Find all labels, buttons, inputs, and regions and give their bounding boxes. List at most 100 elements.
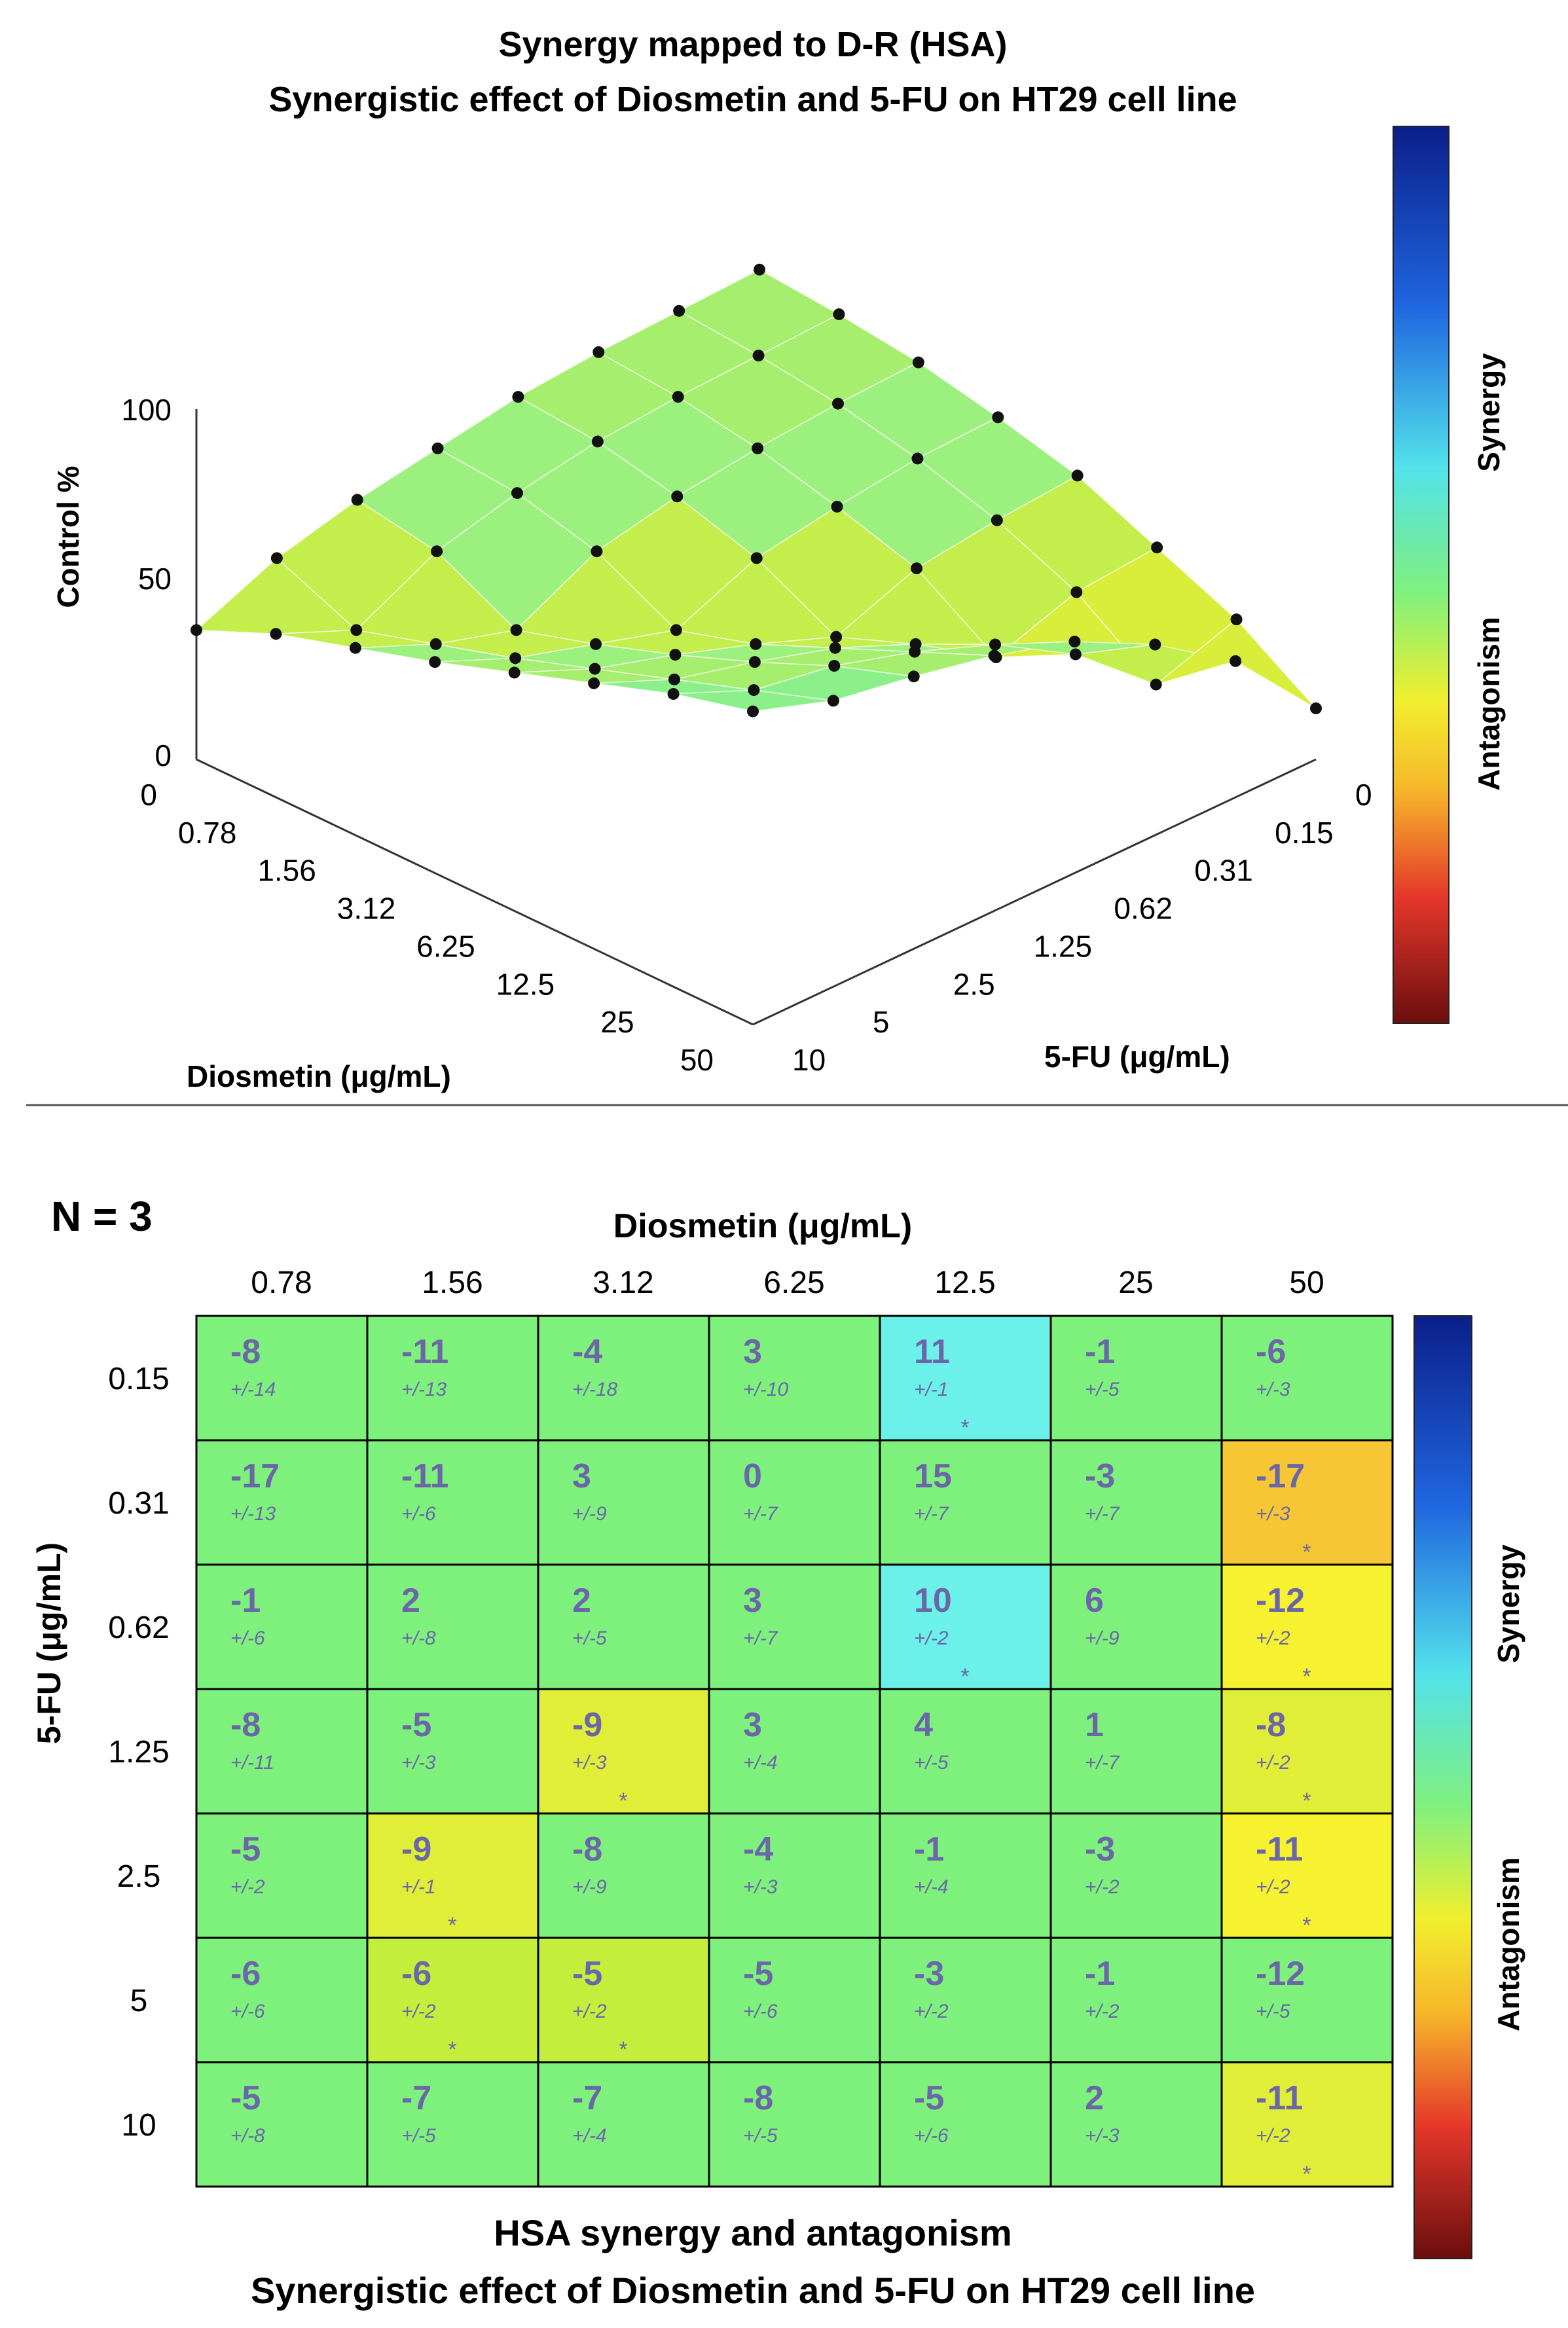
z-tick-100: 100 xyxy=(121,393,172,427)
surface-x-axis-label: Diosmetin (μg/mL) xyxy=(187,1059,451,1093)
surface-y-tick: 0.15 xyxy=(1275,816,1334,850)
heatmap-cell-value: -3 xyxy=(1085,1457,1115,1495)
surface-colorbar-synergy-label: Synergy xyxy=(1472,353,1506,472)
surface-colorbar xyxy=(1393,126,1449,1024)
surface-data-point xyxy=(511,487,523,500)
heatmap-cell-value: -11 xyxy=(1256,1830,1303,1868)
heatmap-cell-value: -1 xyxy=(230,1582,261,1620)
surface-data-point xyxy=(989,638,1001,651)
surface-data-point xyxy=(669,649,682,661)
heatmap-cell-error: +/-13 xyxy=(230,1503,276,1525)
heatmap-colorbar-antagonism-label: Antagonism xyxy=(1491,1857,1525,2031)
heatmap-cell-value: 0 xyxy=(743,1457,762,1495)
heatmap-y-tick: 0.15 xyxy=(108,1362,169,1396)
surface-data-point xyxy=(988,649,1000,662)
heatmap-cell-value: 3 xyxy=(743,1706,762,1744)
heatmap-colorbar xyxy=(1413,1315,1472,2259)
heatmap-cell-value: -12 xyxy=(1256,1955,1305,1993)
heatmap-cell xyxy=(1220,1439,1394,1566)
surface-data-point xyxy=(832,397,844,410)
heatmap-cell-error: +/-2 xyxy=(230,1876,265,1898)
heatmap-cell xyxy=(195,1315,369,1442)
heatmap-cell xyxy=(366,2061,539,2188)
heatmap-cell-value: -8 xyxy=(230,1333,261,1371)
heatmap-cell xyxy=(1220,1688,1394,1815)
heatmap-cell xyxy=(879,2061,1052,2188)
heatmap-cell-value: 3 xyxy=(572,1457,591,1495)
surface-y-axis-label: 5-FU (μg/mL) xyxy=(1044,1040,1230,1074)
surface-y-tick: 5 xyxy=(873,1005,890,1039)
surface-data-point xyxy=(589,663,601,675)
surface-data-point xyxy=(512,391,524,403)
heatmap-cell-error: +/-2 xyxy=(1256,1752,1290,1773)
surface-data-point xyxy=(673,304,685,317)
heatmap-cell-value: -6 xyxy=(1256,1333,1286,1371)
heatmap-cell-value: 6 xyxy=(1085,1582,1104,1620)
surface-data-point xyxy=(1230,613,1243,626)
heatmap-cell xyxy=(1220,1937,1394,2064)
heatmap-cell-error: +/-2 xyxy=(1085,1876,1120,1898)
heatmap-cell-value: -8 xyxy=(1256,1706,1286,1744)
heatmap-cell xyxy=(366,1688,539,1815)
surface-subtitle: Synergistic effect of Diosmetin and 5-FU… xyxy=(268,80,1237,119)
surface-y-tick: 2.5 xyxy=(953,967,995,1001)
z-tick-50: 50 xyxy=(138,562,172,596)
surface-data-point xyxy=(590,638,602,650)
heatmap-cell-error: +/-3 xyxy=(1256,1503,1290,1525)
heatmap-cell-value: -5 xyxy=(572,1955,602,1993)
significance-marker: * xyxy=(1302,2162,1311,2187)
significance-marker: * xyxy=(619,2037,627,2062)
heatmap-cell-value: 2 xyxy=(1085,2079,1104,2117)
heatmap-cell-value: -12 xyxy=(1256,1582,1305,1620)
heatmap-cell-error: +/-7 xyxy=(914,1503,949,1525)
heatmap-cell-error: +/-1 xyxy=(914,1379,949,1400)
heatmap-cell-error: +/-2 xyxy=(401,2001,436,2022)
heatmap-chart: N = 3 Diosmetin (μg/mL) 0.78 1.56 3.12 6.25… xyxy=(31,1193,1525,2311)
surface-data-point xyxy=(909,646,921,658)
surface-data-point xyxy=(829,642,841,654)
heatmap-cell-value: 11 xyxy=(914,1333,950,1371)
heatmap-cell-value: -6 xyxy=(401,1955,431,1993)
surface-x-tick: 0.78 xyxy=(178,816,237,850)
heatmap-cell-error: +/-5 xyxy=(1085,1379,1120,1400)
heatmap-cell-value: -11 xyxy=(1256,2079,1303,2117)
surface-data-point xyxy=(1230,655,1242,667)
heatmap-subtitle: Synergistic effect of Diosmetin and 5-FU… xyxy=(251,2270,1255,2311)
surface-data-point xyxy=(349,642,361,654)
heatmap-y-tick: 0.62 xyxy=(108,1610,169,1645)
heatmap-y-tick: 2.5 xyxy=(117,1859,161,1894)
heatmap-cell xyxy=(195,1937,369,2064)
heatmap-cell xyxy=(195,1688,369,1815)
heatmap-cell-value: -5 xyxy=(743,1955,773,1993)
heatmap-cell xyxy=(537,2061,710,2188)
surface-y-tick: 0 xyxy=(1355,778,1372,812)
heatmap-cell-value: 15 xyxy=(914,1457,952,1495)
heatmap-cell-value: -5 xyxy=(230,2079,261,2117)
heatmap-y-tick: 0.31 xyxy=(108,1486,169,1521)
heatmap-cell xyxy=(537,1315,710,1442)
heatmap-cell-value: -17 xyxy=(1256,1457,1305,1495)
heatmap-cell xyxy=(1220,2061,1394,2188)
surface-data-point xyxy=(667,687,680,700)
heatmap-cell-value: -3 xyxy=(914,1955,944,1993)
heatmap-cell-value: -9 xyxy=(401,1830,431,1868)
surface-y-tick: 1.25 xyxy=(1034,929,1093,963)
heatmap-x-tick: 25 xyxy=(1118,1265,1153,1300)
surface-colorbar-antagonism-label: Antagonism xyxy=(1472,617,1506,791)
heatmap-colorbar-synergy-label: Synergy xyxy=(1491,1544,1525,1664)
heatmap-y-axis-label: 5-FU (μg/mL) xyxy=(31,1542,67,1744)
surface-data-point xyxy=(1150,678,1162,691)
heatmap-cell-error: +/-5 xyxy=(572,1628,607,1649)
surface-x-tick: 6.25 xyxy=(416,929,475,963)
surface-data-point xyxy=(591,435,604,448)
heatmap-cell xyxy=(195,1812,369,1939)
heatmap-x-tick: 6.25 xyxy=(763,1265,824,1300)
surface-data-point xyxy=(1069,648,1082,661)
heatmap-cell-error: +/-18 xyxy=(572,1379,618,1400)
heatmap-x-ticks: 0.78 1.56 3.12 6.25 12.5 25 50 xyxy=(251,1265,1324,1300)
surface-data-point xyxy=(912,356,924,369)
heatmap-cell-value: -7 xyxy=(572,2079,602,2117)
heatmap-cell xyxy=(1049,1315,1223,1442)
heatmap-cell xyxy=(366,1315,539,1442)
heatmap-cell-value: 10 xyxy=(914,1582,952,1620)
